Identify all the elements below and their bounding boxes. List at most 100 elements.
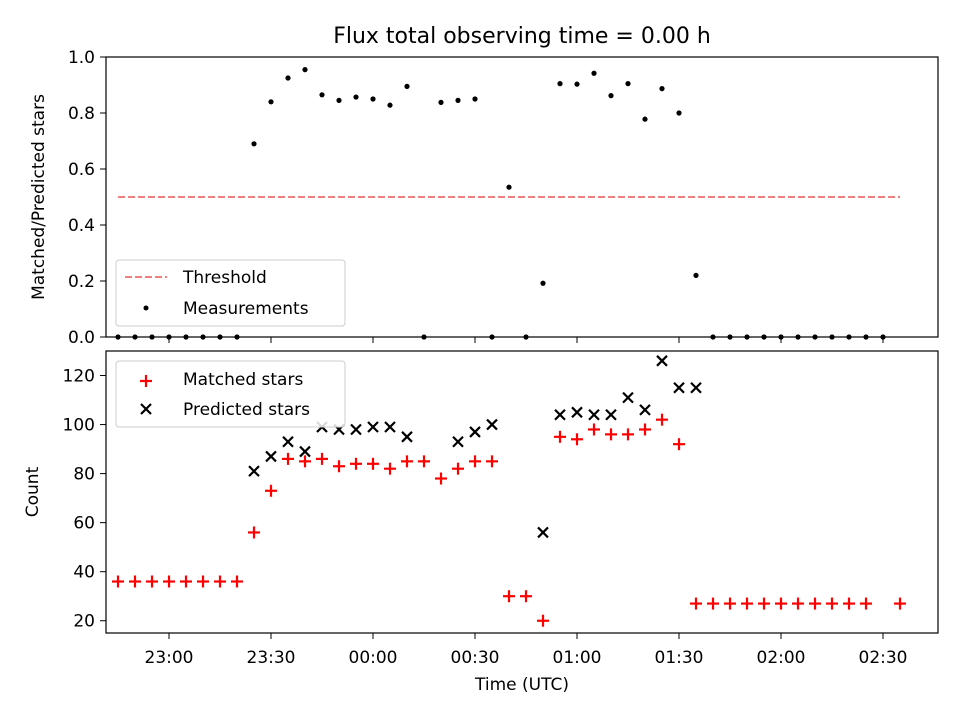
- count-legend-box: [115, 360, 346, 428]
- count-y-tick-label: 120: [63, 367, 95, 387]
- predicted-stars-point: [384, 421, 396, 433]
- ratio-axes-frame: [105, 56, 939, 338]
- legend-predicted-label: Predicted stars: [183, 400, 310, 420]
- matched-stars-point: [520, 590, 532, 603]
- matched-stars-point: [469, 455, 481, 468]
- predicted-stars-point: [537, 526, 549, 539]
- matched-stars-point: [656, 413, 668, 426]
- matched-stars-point: [792, 597, 804, 610]
- count-y-tick-label: 80: [73, 465, 95, 485]
- measurement-point: [251, 141, 257, 147]
- count-y-ticks: 20 40 60 80 100 120: [63, 367, 106, 632]
- predicted-stars-point: [469, 426, 481, 438]
- matched-stars-point: [350, 457, 362, 470]
- matched-stars-point: [282, 452, 294, 465]
- ratio-y-tick-label: 0.6: [68, 160, 95, 180]
- matched-stars-point: [214, 575, 226, 588]
- matched-stars-point: [418, 455, 430, 468]
- count-y-tick-label: 40: [73, 563, 95, 583]
- legend-measurements-label: Measurements: [183, 299, 309, 319]
- count-x-tick-label: 00:00: [349, 648, 398, 668]
- matched-stars-point: [452, 462, 464, 475]
- matched-stars-point: [435, 472, 447, 485]
- matched-stars-point: [605, 428, 617, 441]
- ratio-y-axis-label: Matched/Predicted stars: [29, 94, 49, 300]
- matched-stars-point: [554, 430, 566, 443]
- matched-stars-point: [758, 597, 770, 610]
- matched-stars-point: [843, 597, 855, 610]
- ratio-legend-box: [115, 259, 346, 327]
- matched-stars-point: [367, 457, 379, 470]
- matched-stars-point: [724, 597, 736, 610]
- count-y-tick-label: 60: [73, 514, 95, 534]
- measurement-point: [319, 92, 325, 98]
- measurement-point: [404, 83, 410, 89]
- ratio-y-tick-label: 1.0: [68, 48, 95, 68]
- predicted-stars-point: [690, 382, 702, 394]
- count-y-tick-label: 100: [63, 416, 95, 436]
- predicted-stars-point: [282, 435, 294, 448]
- matched-stars-point: [503, 590, 515, 603]
- measurement-point: [676, 110, 682, 116]
- count-legend: Matched stars Predicted stars: [115, 360, 346, 428]
- predicted-stars-point: [401, 431, 413, 443]
- measurement-point: [540, 280, 546, 286]
- matched-stars-point: [333, 460, 345, 473]
- measurement-point: [642, 116, 648, 122]
- matched-stars-point: [486, 455, 498, 468]
- measurement-point: [557, 81, 563, 87]
- count-y-tick-label: 20: [73, 612, 95, 632]
- legend-measurements-swatch: [143, 305, 149, 311]
- matched-stars-point: [384, 462, 396, 475]
- matched-stars-point: [622, 428, 634, 441]
- measurement-point: [285, 75, 291, 81]
- ratio-x-ticks: [168, 337, 884, 343]
- matched-stars-point: [231, 575, 243, 588]
- predicted-stars-point: [350, 423, 362, 436]
- predicted-stars-point: [452, 435, 464, 448]
- predicted-stars-point: [656, 355, 668, 367]
- measurement-point: [591, 70, 597, 76]
- matched-stars-point: [146, 575, 158, 588]
- matched-stars-point: [248, 526, 260, 539]
- count-y-axis-label: Count: [23, 466, 43, 517]
- count-x-tick-label: 23:00: [145, 648, 194, 668]
- predicted-stars-point: [605, 408, 617, 421]
- legend-matched-label: Matched stars: [183, 370, 303, 390]
- matched-stars-point: [826, 597, 838, 610]
- measurement-point: [370, 96, 376, 102]
- count-x-tick-label: 01:30: [655, 648, 704, 668]
- matched-stars-point: [588, 423, 600, 436]
- predicted-stars-point: [571, 406, 583, 419]
- measurement-point: [608, 93, 614, 99]
- matched-stars-point: [894, 597, 906, 610]
- count-x-axis-label: Time (UTC): [474, 675, 569, 695]
- predicted-stars-point: [265, 450, 277, 463]
- measurement-point: [574, 81, 580, 87]
- count-axes-frame: [105, 350, 939, 634]
- matched-stars-point: [860, 597, 872, 610]
- matched-stars-point: [639, 423, 651, 436]
- matched-stars-point: [401, 455, 413, 468]
- matched-stars-point: [163, 575, 175, 588]
- measurement-point: [472, 96, 478, 102]
- ratio-y-tick-label: 0.8: [68, 104, 95, 124]
- matched-stars-point: [673, 438, 685, 451]
- measurement-point: [455, 97, 461, 103]
- count-x-tick-label: 01:00: [553, 648, 602, 668]
- count-x-tick-label: 00:30: [451, 648, 500, 668]
- measurement-point: [336, 97, 342, 103]
- matched-stars-point: [197, 575, 209, 588]
- matched-stars-point: [129, 575, 141, 588]
- measurement-point: [659, 86, 665, 92]
- measurement-point: [353, 94, 359, 100]
- measurement-point: [438, 99, 444, 105]
- count-panel: 20 40 60 80 100 120 23:00 23:30 00:00 00:30 01:00…: [23, 350, 939, 695]
- measurement-point: [506, 184, 512, 190]
- count-x-ticks: 23:00 23:30 00:00 00:30 01:00 01:30 02:00 02:30: [145, 633, 908, 668]
- matched-stars-point: [571, 433, 583, 446]
- matched-stars-point: [112, 575, 124, 588]
- count-x-tick-label: 23:30: [247, 648, 296, 668]
- ratio-legend: Threshold Measurements: [115, 259, 346, 327]
